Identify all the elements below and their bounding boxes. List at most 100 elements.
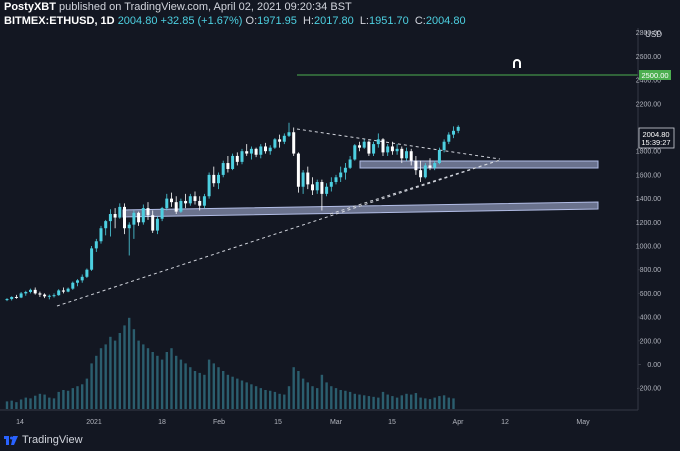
candle [151, 210, 155, 233]
candle [306, 166, 310, 190]
currency-label: USD [645, 30, 662, 39]
candle [76, 279, 79, 287]
candle [456, 125, 460, 134]
symbol-label[interactable]: BITMEX:ETHUSD, 1D [4, 15, 115, 27]
volume-bar [325, 382, 328, 409]
candle [221, 160, 225, 178]
upper-trendline[interactable] [296, 128, 501, 160]
candle [123, 203, 126, 235]
price-tick-label: 2400.00 [636, 78, 661, 85]
candle [52, 293, 56, 298]
volume-bar [66, 390, 70, 409]
volume-bar [269, 390, 272, 409]
volume-bar [348, 391, 352, 409]
time-axis[interactable]: 14 2021 18 Feb 15 Mar 15 Apr 12 May [16, 419, 590, 426]
candle [184, 193, 188, 209]
candle-body [90, 248, 94, 270]
candle [132, 210, 136, 239]
candle-body [113, 214, 117, 218]
candle-body [358, 145, 361, 148]
volume-bar [259, 388, 262, 409]
volume-bar [236, 378, 239, 409]
date-tick-label: 18 [158, 419, 166, 426]
candle-body [400, 148, 404, 159]
candle-body [5, 299, 9, 301]
volume-bar [438, 396, 441, 409]
candle [127, 222, 131, 256]
date-tick-label: 14 [16, 419, 24, 426]
candle [437, 147, 441, 165]
candle [61, 287, 65, 294]
volume-bar [278, 393, 281, 409]
candle [43, 293, 47, 299]
candle-body [301, 172, 305, 187]
candle [217, 172, 220, 190]
candle-body [193, 196, 197, 201]
candle [202, 193, 206, 209]
price-change: +32.85 (+1.67%) [160, 15, 243, 27]
candle [325, 183, 329, 197]
candle-body [127, 224, 131, 229]
publisher-name[interactable]: PostyXBT [4, 1, 56, 13]
candle-body [19, 293, 23, 298]
candle-body [329, 182, 333, 187]
volume-bar [372, 396, 375, 409]
high-value: 2017.80 [313, 15, 354, 27]
price-tick-label: 2800.00 [636, 30, 661, 37]
magnet-icon[interactable] [513, 59, 521, 68]
close-key: C: [414, 15, 426, 27]
candle-body [170, 198, 173, 203]
candle-body [38, 293, 42, 295]
candle-body [296, 153, 300, 187]
volume-bar [367, 396, 371, 409]
price-tick-label: 200.00 [640, 338, 662, 345]
candle-body [99, 228, 103, 242]
candle [19, 291, 23, 299]
volume-bar [52, 398, 56, 409]
volume-bar [297, 371, 300, 409]
candle [278, 134, 282, 148]
price-tick-label: 0.00 [647, 362, 661, 369]
volume-bar [377, 397, 380, 409]
candle [447, 132, 451, 145]
volume-bar [165, 352, 168, 409]
candle-body [212, 174, 216, 184]
candle [367, 140, 371, 156]
candle [137, 211, 141, 226]
candle [99, 225, 103, 244]
price-tick-label: 1600.00 [636, 172, 661, 179]
candle [33, 287, 37, 295]
candle-body [52, 295, 56, 297]
volume-bar [283, 394, 286, 409]
open-key: O: [245, 15, 258, 27]
candle-body [311, 184, 314, 191]
volume-bar [146, 348, 150, 409]
candle-body [320, 182, 324, 194]
volume-bar [43, 394, 46, 409]
candle [254, 147, 258, 158]
volume-bar [189, 367, 192, 409]
volume-bar [156, 355, 159, 409]
support-zone-upper[interactable] [359, 160, 599, 169]
volume-bar [34, 395, 37, 409]
volume-bar [254, 386, 258, 409]
candle [433, 160, 437, 171]
candle [400, 146, 404, 164]
candle-body [71, 282, 75, 289]
volume-bar [273, 391, 277, 409]
price-tick-label: 400.00 [640, 315, 662, 322]
candle [212, 166, 216, 187]
candle [315, 179, 319, 194]
candle-body [409, 151, 413, 161]
lower-trendline[interactable] [56, 159, 501, 307]
candle [165, 193, 169, 211]
candle [381, 138, 385, 156]
open-value: 1971.95 [257, 15, 297, 27]
candle [85, 268, 89, 278]
candle [108, 209, 112, 237]
candle-body [306, 172, 310, 185]
price-axis[interactable]: 2800.00 2600.00 2400.00 2200.00 1800.00 1600.… [636, 30, 661, 393]
tradingview-logo[interactable]: TradingView [4, 434, 83, 446]
volume-bar [442, 395, 446, 409]
